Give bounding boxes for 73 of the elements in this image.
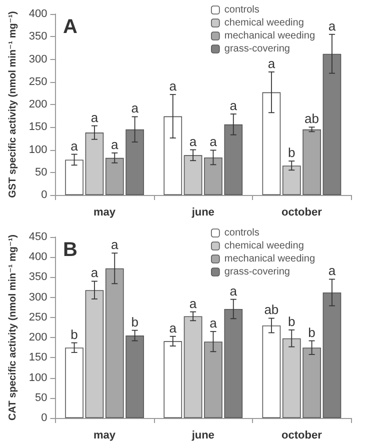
bar [85,132,104,195]
data-label: a [111,136,120,152]
legend-label: controls [224,228,260,238]
y-tick-label: 0 [41,189,48,201]
y-axis-title: CAT specific activity (nmol min⁻¹ mg⁻¹) [8,234,18,420]
data-label: a [111,237,120,252]
y-tick-label: 300 [28,291,48,304]
y-tick-label: 100 [28,372,48,384]
data-label: ab [304,111,320,126]
data-label: a [189,134,198,149]
y-tick-label: 200 [28,332,48,344]
data-label: a [328,18,336,34]
y-tick-label: 200 [28,98,48,110]
legend-label: grass-covering [224,266,290,278]
data-label: a [169,320,178,336]
y-tick-label: 350 [28,30,48,43]
x-tick-label: june [190,206,214,218]
x-tick-label: may [94,430,116,442]
bar [85,290,104,418]
y-tick-label: 400 [28,251,48,264]
legend-label: mechanical weeding [224,30,316,42]
data-label: b [288,314,296,329]
y-tick-label: 400 [28,8,48,20]
x-tick-label: june [190,430,214,442]
bar [184,316,202,418]
y-tick-label: 250 [28,76,48,88]
bar [164,116,182,195]
data-label: a [328,263,336,278]
y-tick-label: 450 [28,231,48,243]
legend-label: controls [224,4,260,16]
bar [322,54,342,195]
legend-label: mechanical weeding [224,254,316,264]
y-tick-label: 350 [28,271,48,284]
bar [164,341,182,418]
x-tick-label: october [282,430,323,442]
chart-title: B [63,239,78,261]
data-label: a [210,134,218,150]
bar [65,160,84,195]
legend-label: chemical weeding [224,18,304,28]
y-tick-label: 100 [28,144,48,156]
data-label: a [90,110,99,125]
legend-label: grass-covering [224,44,290,54]
data-label: b [70,326,78,342]
y-tick-label: 250 [28,311,48,324]
bar [65,348,84,418]
data-label: ab [264,302,279,318]
bar [262,92,281,195]
x-tick-label: may [94,206,116,218]
y-axis-title: GST specific activity (nmol min⁻¹ mg⁻¹) [8,11,18,198]
data-label: b [131,314,138,330]
data-label: a [210,316,218,331]
bar [262,325,281,418]
data-label: a [169,78,178,94]
data-label: a [230,98,238,114]
y-tick-label: 300 [28,53,48,66]
data-label: b [288,145,296,160]
data-label: a [189,296,198,311]
chart-title: A [63,16,78,38]
bar [184,155,202,195]
data-label: a [70,138,79,154]
bar [322,292,342,418]
y-tick-label: 150 [28,352,48,364]
data-label: b [308,324,316,340]
x-tick-label: october [282,206,323,218]
data-label: a [268,56,276,71]
data-label: a [131,100,140,116]
y-tick-label: 150 [28,121,48,134]
data-label: a [90,265,99,280]
y-tick-label: 0 [41,412,48,424]
y-tick-label: 50 [35,166,48,178]
y-tick-label: 50 [35,392,48,404]
legend-label: chemical weeding [224,240,304,252]
data-label: a [230,283,238,298]
